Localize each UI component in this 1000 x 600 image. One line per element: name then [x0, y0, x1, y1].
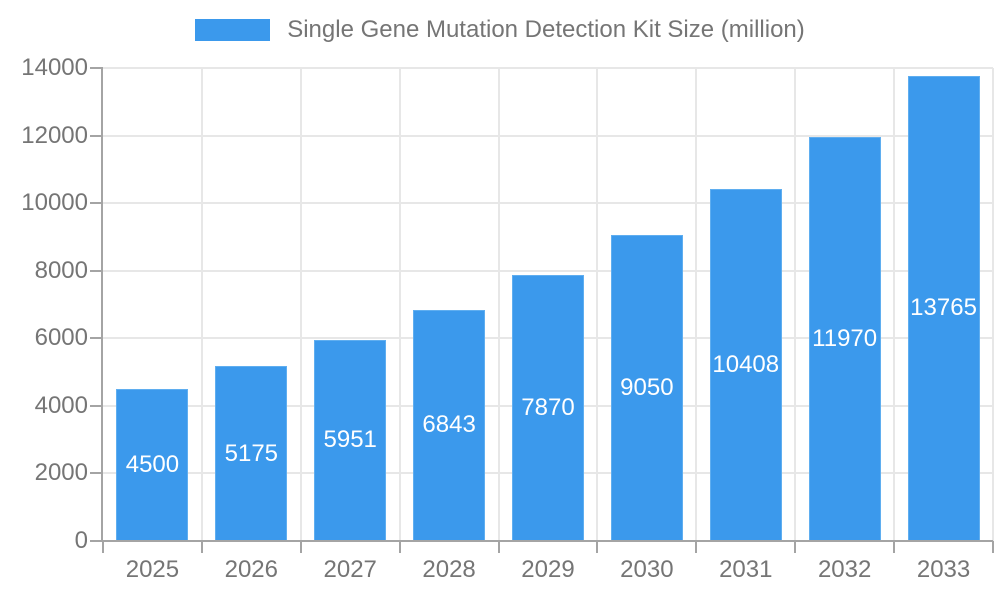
- bar-value-label: 11970: [812, 324, 878, 352]
- x-axis-tick: [102, 541, 104, 553]
- gridline-vertical: [893, 68, 896, 541]
- gridline-vertical: [299, 68, 302, 541]
- gridline-vertical: [497, 68, 500, 541]
- bar-value-label: 5175: [224, 439, 279, 467]
- gridline-horizontal: [103, 202, 993, 205]
- gridline-vertical: [794, 68, 797, 541]
- x-axis-tick: [695, 541, 698, 553]
- gridline-vertical: [596, 68, 599, 541]
- y-axis-tick: [90, 472, 103, 475]
- bar-value-label: 4500: [125, 450, 180, 478]
- bar-2028[interactable]: 6843: [413, 309, 486, 541]
- y-axis-tick: [90, 134, 103, 137]
- bar-value-label: 7870: [521, 394, 575, 422]
- bar-2026[interactable]: 5175: [215, 366, 288, 541]
- gridline-vertical: [992, 68, 994, 541]
- bar-value-label: 6843: [422, 411, 476, 439]
- x-axis-label: 2026: [224, 556, 278, 583]
- y-axis-tick: [90, 404, 103, 407]
- y-axis-tick-label: 2000: [34, 459, 88, 487]
- y-axis-tick: [90, 337, 103, 340]
- gridline-vertical: [695, 68, 698, 541]
- bar-2033[interactable]: 13765: [907, 75, 980, 541]
- gridline-horizontal: [103, 134, 993, 137]
- legend-swatch-icon: [195, 19, 271, 41]
- x-axis-label: 2029: [521, 556, 575, 583]
- bar-value-label: 13765: [910, 294, 977, 322]
- gridline-horizontal: [103, 269, 993, 272]
- x-axis-label: 2032: [817, 556, 872, 583]
- x-axis-label: 2027: [323, 556, 377, 583]
- x-axis-tick: [596, 541, 599, 553]
- y-axis-tick-label: 14000: [21, 54, 88, 81]
- gridline-vertical: [398, 68, 401, 541]
- bar-2031[interactable]: 10408: [709, 189, 782, 541]
- y-axis-tick: [90, 269, 103, 272]
- x-axis-tick: [794, 541, 797, 553]
- plot-area: 4500 5175 5951 6843 7870 9050 10408 11970 13765: [103, 67, 994, 541]
- bar-value-label: 5951: [323, 426, 377, 454]
- x-axis-tick: [893, 541, 896, 553]
- y-axis-tick-label: 8000: [34, 256, 88, 284]
- bar-2025[interactable]: 4500: [116, 388, 189, 541]
- y-axis-tick: [90, 202, 103, 205]
- x-axis-label: 2028: [422, 556, 476, 583]
- y-axis-tick: [90, 540, 103, 542]
- x-axis-label: 2025: [125, 556, 180, 583]
- bar-value-label: 9050: [620, 374, 674, 402]
- x-axis-label: 2033: [916, 556, 971, 583]
- bar-2027[interactable]: 5951: [314, 339, 387, 541]
- y-axis-tick: [90, 67, 103, 69]
- y-axis-line: [101, 68, 103, 541]
- x-axis-tick: [497, 541, 500, 553]
- y-axis-tick-label: 4000: [34, 391, 88, 419]
- x-axis-label: 2031: [719, 556, 773, 583]
- gridline-horizontal: [103, 67, 993, 69]
- y-axis-tick-label: 10000: [21, 189, 88, 217]
- y-axis-tick-label: 0: [74, 527, 88, 554]
- x-axis-line: [103, 540, 993, 542]
- chart-legend[interactable]: Single Gene Mutation Detection Kit Size …: [0, 16, 1000, 43]
- x-axis-tick: [992, 541, 994, 553]
- bar-2029[interactable]: 7870: [512, 275, 584, 541]
- x-axis-tick: [200, 541, 203, 553]
- gridline-vertical: [200, 68, 203, 541]
- x-axis-tick: [299, 541, 302, 553]
- y-axis-tick-label: 12000: [21, 121, 88, 149]
- bar-2030[interactable]: 9050: [610, 235, 683, 541]
- bar-value-label: 10408: [712, 351, 780, 379]
- bar-2032[interactable]: 11970: [808, 136, 881, 541]
- x-axis-tick: [398, 541, 401, 553]
- y-axis-tick-label: 6000: [34, 324, 88, 352]
- x-axis-label: 2030: [620, 556, 674, 583]
- legend-label: Single Gene Mutation Detection Kit Size …: [287, 16, 805, 43]
